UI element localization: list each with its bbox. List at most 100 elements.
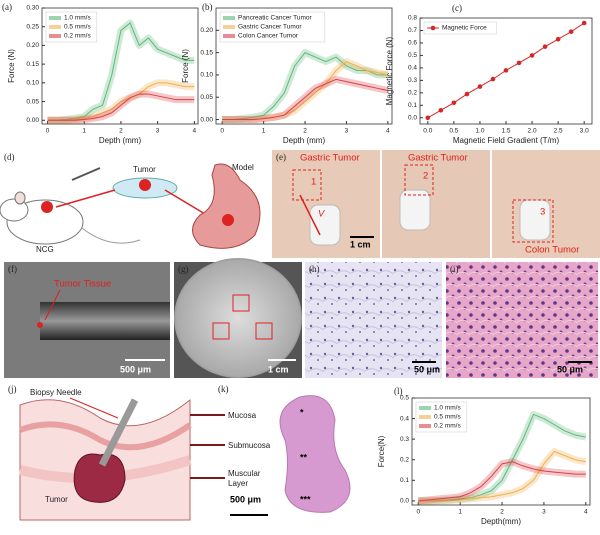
x-axis-label: Depth(mm) <box>481 517 521 526</box>
y-tick-label: 0.2 <box>400 456 409 463</box>
y-tick-label: 0.00 <box>200 116 213 123</box>
legend-label: Pancreatic Cancer Tumor <box>238 15 313 22</box>
tissue <box>37 322 43 328</box>
velocity: V <box>318 209 326 220</box>
label: Tumor <box>45 495 68 504</box>
x-axis-label: Depth (mm) <box>99 136 142 145</box>
series-line <box>47 93 195 121</box>
series-line <box>418 413 586 502</box>
panel-i: 50 μm (i) <box>446 262 598 378</box>
tumor <box>73 453 126 503</box>
x-tick-label: 1.0 <box>475 128 484 135</box>
legend-label: 1.0 mm/s <box>64 15 91 22</box>
panel-k: Mucosa Submucosa Muscular Layer * ** ***… <box>190 384 351 516</box>
capsule <box>399 189 431 231</box>
label: Layer <box>228 479 248 488</box>
mouse-tail <box>81 227 141 244</box>
label: Colon Tumor <box>525 245 579 256</box>
series-line <box>418 461 586 502</box>
marker: *** <box>300 494 311 504</box>
x-tick-label: 4 <box>584 509 588 516</box>
x-tick-label: 2 <box>500 509 504 516</box>
marker: * <box>300 407 304 417</box>
marker: ** <box>300 452 308 462</box>
text: NCG <box>36 245 54 254</box>
x-tick-label: 3 <box>345 128 349 135</box>
legend-label: 0.2 mm/s <box>64 33 91 40</box>
y-tick-label: 0.15 <box>26 61 39 68</box>
legend-marker <box>430 25 436 31</box>
label: Gastric Tumor <box>408 153 468 164</box>
y-tick-label: 0.00 <box>26 117 39 124</box>
text: Model <box>232 163 254 172</box>
tumor <box>222 214 234 226</box>
micrograph <box>446 262 598 378</box>
y-axis-label: Magnetic Force (N) <box>385 36 394 105</box>
scale: 500 μm <box>230 494 261 504</box>
y-tick-label: 0.25 <box>26 23 39 30</box>
y-tick-label: 0.5 <box>408 52 417 59</box>
marker <box>516 60 522 66</box>
marker <box>425 115 431 121</box>
arrow <box>190 414 225 479</box>
x-axis-label: Magnetic Field Gradient (T/m) <box>453 136 560 145</box>
marker <box>542 44 548 49</box>
scale: 1 cm <box>268 364 289 374</box>
step: 1 <box>311 177 316 188</box>
marker <box>581 20 587 26</box>
y-tick-label: 0.4 <box>400 415 409 422</box>
panel-j: Biopsy Needle Tumor (j) <box>8 384 192 521</box>
marker <box>503 68 509 73</box>
x-tick-label: 1 <box>458 509 462 516</box>
label: Gastric Tumor <box>300 153 360 164</box>
photo <box>382 150 490 258</box>
y-tick-label: 0.0 <box>400 498 409 505</box>
highlight-box <box>292 169 322 201</box>
label: Biopsy Needle <box>30 388 82 397</box>
y-axis-label: Force(N) <box>377 435 386 467</box>
label: Mucosa <box>228 411 257 420</box>
plot-frame <box>215 7 393 125</box>
y-tick-label: 0.20 <box>200 27 213 34</box>
x-tick-label: 4 <box>386 128 390 135</box>
sample-box <box>212 322 230 340</box>
needle <box>98 398 139 467</box>
panel-label: (k) <box>218 384 229 394</box>
tumor <box>139 179 151 191</box>
series-line <box>47 22 195 121</box>
y-axis-label: Force (N) <box>181 49 190 83</box>
x-tick-label: 2 <box>303 128 307 135</box>
y-tick-label: 0.05 <box>26 98 39 105</box>
legend-label: Colon Cancer Tumor <box>238 33 299 40</box>
x-tick-label: 3 <box>156 128 160 135</box>
series-line <box>222 78 388 121</box>
step: 3 <box>540 207 545 218</box>
micrograph <box>305 262 442 378</box>
arrow <box>69 397 119 419</box>
x-tick-label: 1 <box>262 128 266 135</box>
legend-box <box>423 21 497 35</box>
x-tick-label: 4 <box>193 128 197 135</box>
series-line <box>222 52 388 121</box>
x-tick-label: 1 <box>82 128 86 135</box>
label: Muscular <box>228 469 261 478</box>
y-tick-label: 0.4 <box>408 65 417 72</box>
panel-label: (h) <box>309 264 320 274</box>
marker <box>464 91 470 97</box>
arrow <box>299 194 321 236</box>
panel-d: (d) NCG Tumor Model <box>0 152 261 254</box>
legend-label: Gastric Cancer Tumor <box>238 24 302 31</box>
y-axis-label: Force (N) <box>7 49 16 83</box>
panel-label: (d) <box>4 152 15 162</box>
x-tick-label: 0 <box>220 128 224 135</box>
y-tick-label: 0.1 <box>408 102 417 109</box>
panel-g: 1 cm (g) <box>174 258 302 378</box>
y-tick-label: 0.3 <box>400 436 409 443</box>
step: 2 <box>423 171 428 182</box>
label: Submucosa <box>228 441 271 450</box>
x-tick-label: 0.0 <box>423 128 432 135</box>
panel-f: Tumor Tissue 500 μm (f) <box>4 262 170 378</box>
label: Tumor Tissue <box>54 279 111 290</box>
dish <box>174 258 302 378</box>
marker <box>490 76 496 82</box>
